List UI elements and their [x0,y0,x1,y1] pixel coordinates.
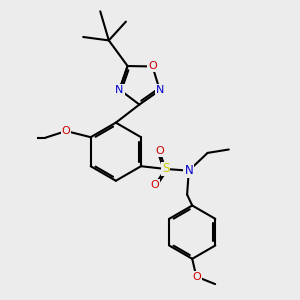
Text: O: O [148,61,157,71]
Text: O: O [155,146,164,156]
Text: S: S [162,163,169,176]
Text: O: O [192,272,201,282]
Text: O: O [62,126,70,136]
Text: N: N [184,164,193,177]
Text: N: N [115,85,124,94]
Text: N: N [156,85,164,95]
Text: O: O [150,180,159,190]
